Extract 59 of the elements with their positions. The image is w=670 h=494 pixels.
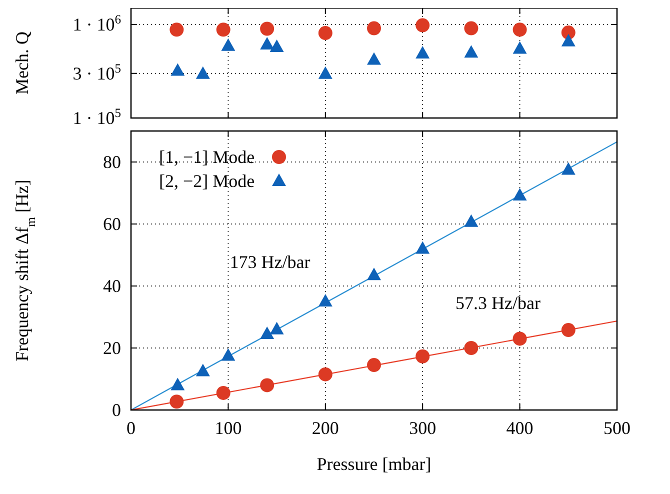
annotation: 173 Hz/bar <box>230 252 310 272</box>
point <box>170 22 184 37</box>
y-tick-label: 40 <box>103 276 121 296</box>
point <box>416 241 430 254</box>
point <box>367 358 381 372</box>
point <box>561 162 576 175</box>
point <box>318 367 332 382</box>
point <box>512 188 527 200</box>
x-tick-label: 500 <box>604 418 630 438</box>
point <box>464 341 478 355</box>
point <box>416 46 430 58</box>
point <box>260 22 274 36</box>
point <box>260 326 274 340</box>
point <box>196 364 210 376</box>
y-tick-label: 60 <box>103 214 121 234</box>
x-tick-label: 100 <box>214 418 242 438</box>
point <box>318 26 332 40</box>
x-axis-title: Pressure [mbar] <box>316 454 432 474</box>
point <box>318 66 332 79</box>
point <box>367 52 381 65</box>
legend-label: [2, −2] Mode <box>159 171 255 191</box>
point <box>221 348 236 361</box>
point <box>512 332 527 346</box>
point <box>512 41 527 54</box>
point <box>221 38 236 51</box>
point <box>464 45 478 58</box>
point <box>512 22 527 37</box>
point <box>464 214 478 227</box>
point <box>170 378 185 390</box>
y-axis-title: Mech. Q <box>12 32 32 94</box>
point <box>270 322 284 334</box>
y-tick-label: 1 · 10$^{5}$ <box>72 106 121 128</box>
point <box>270 39 284 52</box>
y-tick-label: 1 · 10$^{6}$ <box>72 12 121 34</box>
annotation: 57.3 Hz/bar <box>456 293 540 313</box>
legend-label: [1, −1] Mode <box>159 147 255 167</box>
point <box>216 22 230 37</box>
point <box>216 386 230 400</box>
point <box>561 34 576 46</box>
point <box>464 21 478 36</box>
point <box>260 378 274 392</box>
point <box>416 18 430 32</box>
y-tick-label: 0 <box>112 400 121 420</box>
x-tick-label: 400 <box>506 418 534 438</box>
x-tick-label: 200 <box>312 418 339 438</box>
x-tick-label: 300 <box>409 418 436 438</box>
point <box>367 21 381 36</box>
x-tick-label: 0 <box>126 418 136 438</box>
point <box>196 66 210 79</box>
point <box>260 37 274 50</box>
y-tick-label: 3 · 10$^{5}$ <box>72 61 121 84</box>
point <box>318 294 332 306</box>
point <box>416 349 430 364</box>
point <box>170 394 184 409</box>
point <box>367 268 381 280</box>
y-tick-label: 20 <box>103 338 121 358</box>
y-tick-label: 80 <box>103 152 121 172</box>
point <box>170 63 185 76</box>
point <box>561 323 576 338</box>
